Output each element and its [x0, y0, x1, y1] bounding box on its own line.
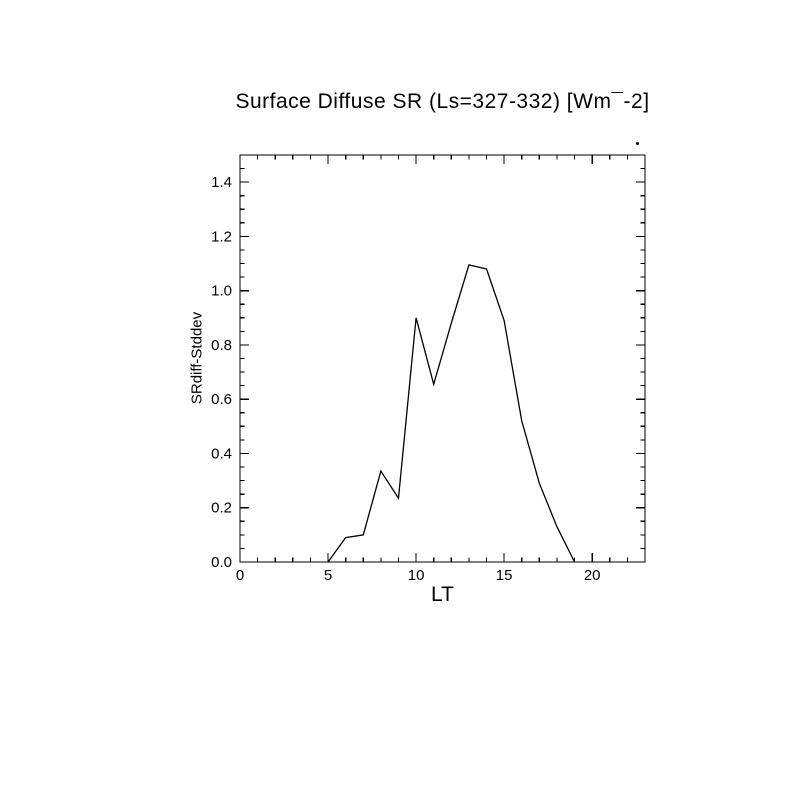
x-axis-tick-label: 5	[324, 567, 332, 584]
y-axis-tick-label: 0.6	[211, 391, 232, 408]
y-axis-tick-label: 1.0	[211, 283, 232, 300]
data-line	[327, 264, 576, 563]
x-axis-tick-label: 20	[584, 567, 601, 584]
y-axis-tick-label: 0.8	[211, 337, 232, 354]
y-axis-tick-label: 0.0	[211, 554, 232, 571]
axis-box	[239, 154, 646, 563]
stray-dot	[636, 142, 639, 145]
x-axis-tick-label: 0	[236, 567, 244, 584]
y-axis-tick-label: 1.2	[211, 228, 232, 245]
x-axis-label: LT	[431, 583, 454, 606]
y-axis-tick-label: 1.4	[211, 174, 232, 191]
y-axis-tick-label: 0.4	[211, 445, 232, 462]
y-axis-tick-label: 0.2	[211, 500, 232, 517]
chart-title: Surface Diffuse SR (Ls=327-332) [Wm¯-2]	[235, 90, 650, 113]
x-axis-tick-label: 10	[408, 567, 425, 584]
x-axis-tick-label: 15	[496, 567, 513, 584]
